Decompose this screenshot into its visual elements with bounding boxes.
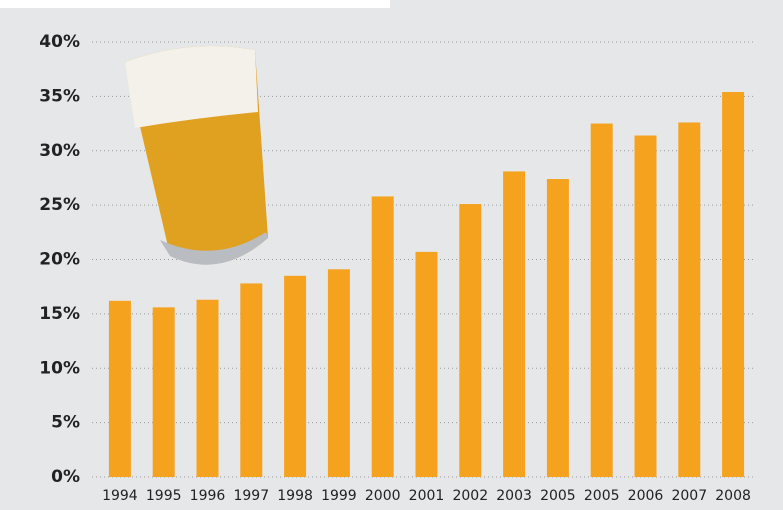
y-tick-label: 0% bbox=[51, 467, 80, 487]
x-tick-label: 2006 bbox=[628, 488, 664, 504]
bar bbox=[590, 123, 613, 477]
bar bbox=[327, 269, 350, 477]
y-tick-label: 5% bbox=[51, 413, 80, 433]
x-tick-label: 1997 bbox=[233, 488, 269, 504]
beer-glass bbox=[125, 46, 268, 265]
bar bbox=[722, 92, 745, 478]
y-tick-label: 35% bbox=[39, 86, 80, 106]
bar bbox=[415, 251, 438, 477]
glass-foam bbox=[125, 46, 258, 128]
x-tick-label: 2001 bbox=[409, 488, 445, 504]
x-tick-label: 2000 bbox=[365, 488, 401, 504]
bar bbox=[152, 307, 175, 477]
bar bbox=[678, 122, 701, 477]
x-tick-label: 1996 bbox=[190, 488, 226, 504]
x-tick-label: 2008 bbox=[715, 488, 751, 504]
x-tick-label: 2005 bbox=[540, 488, 576, 504]
y-tick-label: 30% bbox=[39, 141, 80, 161]
bar bbox=[546, 179, 569, 477]
bar bbox=[108, 300, 131, 477]
y-tick-label: 15% bbox=[39, 304, 80, 324]
x-tick-label: 1995 bbox=[146, 488, 182, 504]
bar bbox=[284, 275, 307, 477]
y-tick-label: 20% bbox=[39, 250, 80, 270]
x-tick-label: 2003 bbox=[496, 488, 532, 504]
glass-base bbox=[160, 232, 268, 265]
bar bbox=[459, 204, 482, 477]
y-tick-label: 10% bbox=[39, 358, 80, 378]
x-tick-label: 2005 bbox=[584, 488, 620, 504]
x-tick-label: 1998 bbox=[277, 488, 313, 504]
x-tick-label: 2002 bbox=[452, 488, 488, 504]
y-tick-label: 40% bbox=[39, 32, 80, 52]
bar bbox=[240, 283, 263, 477]
x-tick-label: 2007 bbox=[671, 488, 707, 504]
bar bbox=[634, 135, 657, 477]
x-tick-label: 1994 bbox=[102, 488, 138, 504]
title-strip bbox=[0, 0, 390, 8]
y-tick-label: 25% bbox=[39, 195, 80, 215]
bar bbox=[371, 196, 394, 478]
x-tick-label: 1999 bbox=[321, 488, 357, 504]
bar bbox=[503, 171, 526, 477]
bar bbox=[196, 299, 219, 477]
